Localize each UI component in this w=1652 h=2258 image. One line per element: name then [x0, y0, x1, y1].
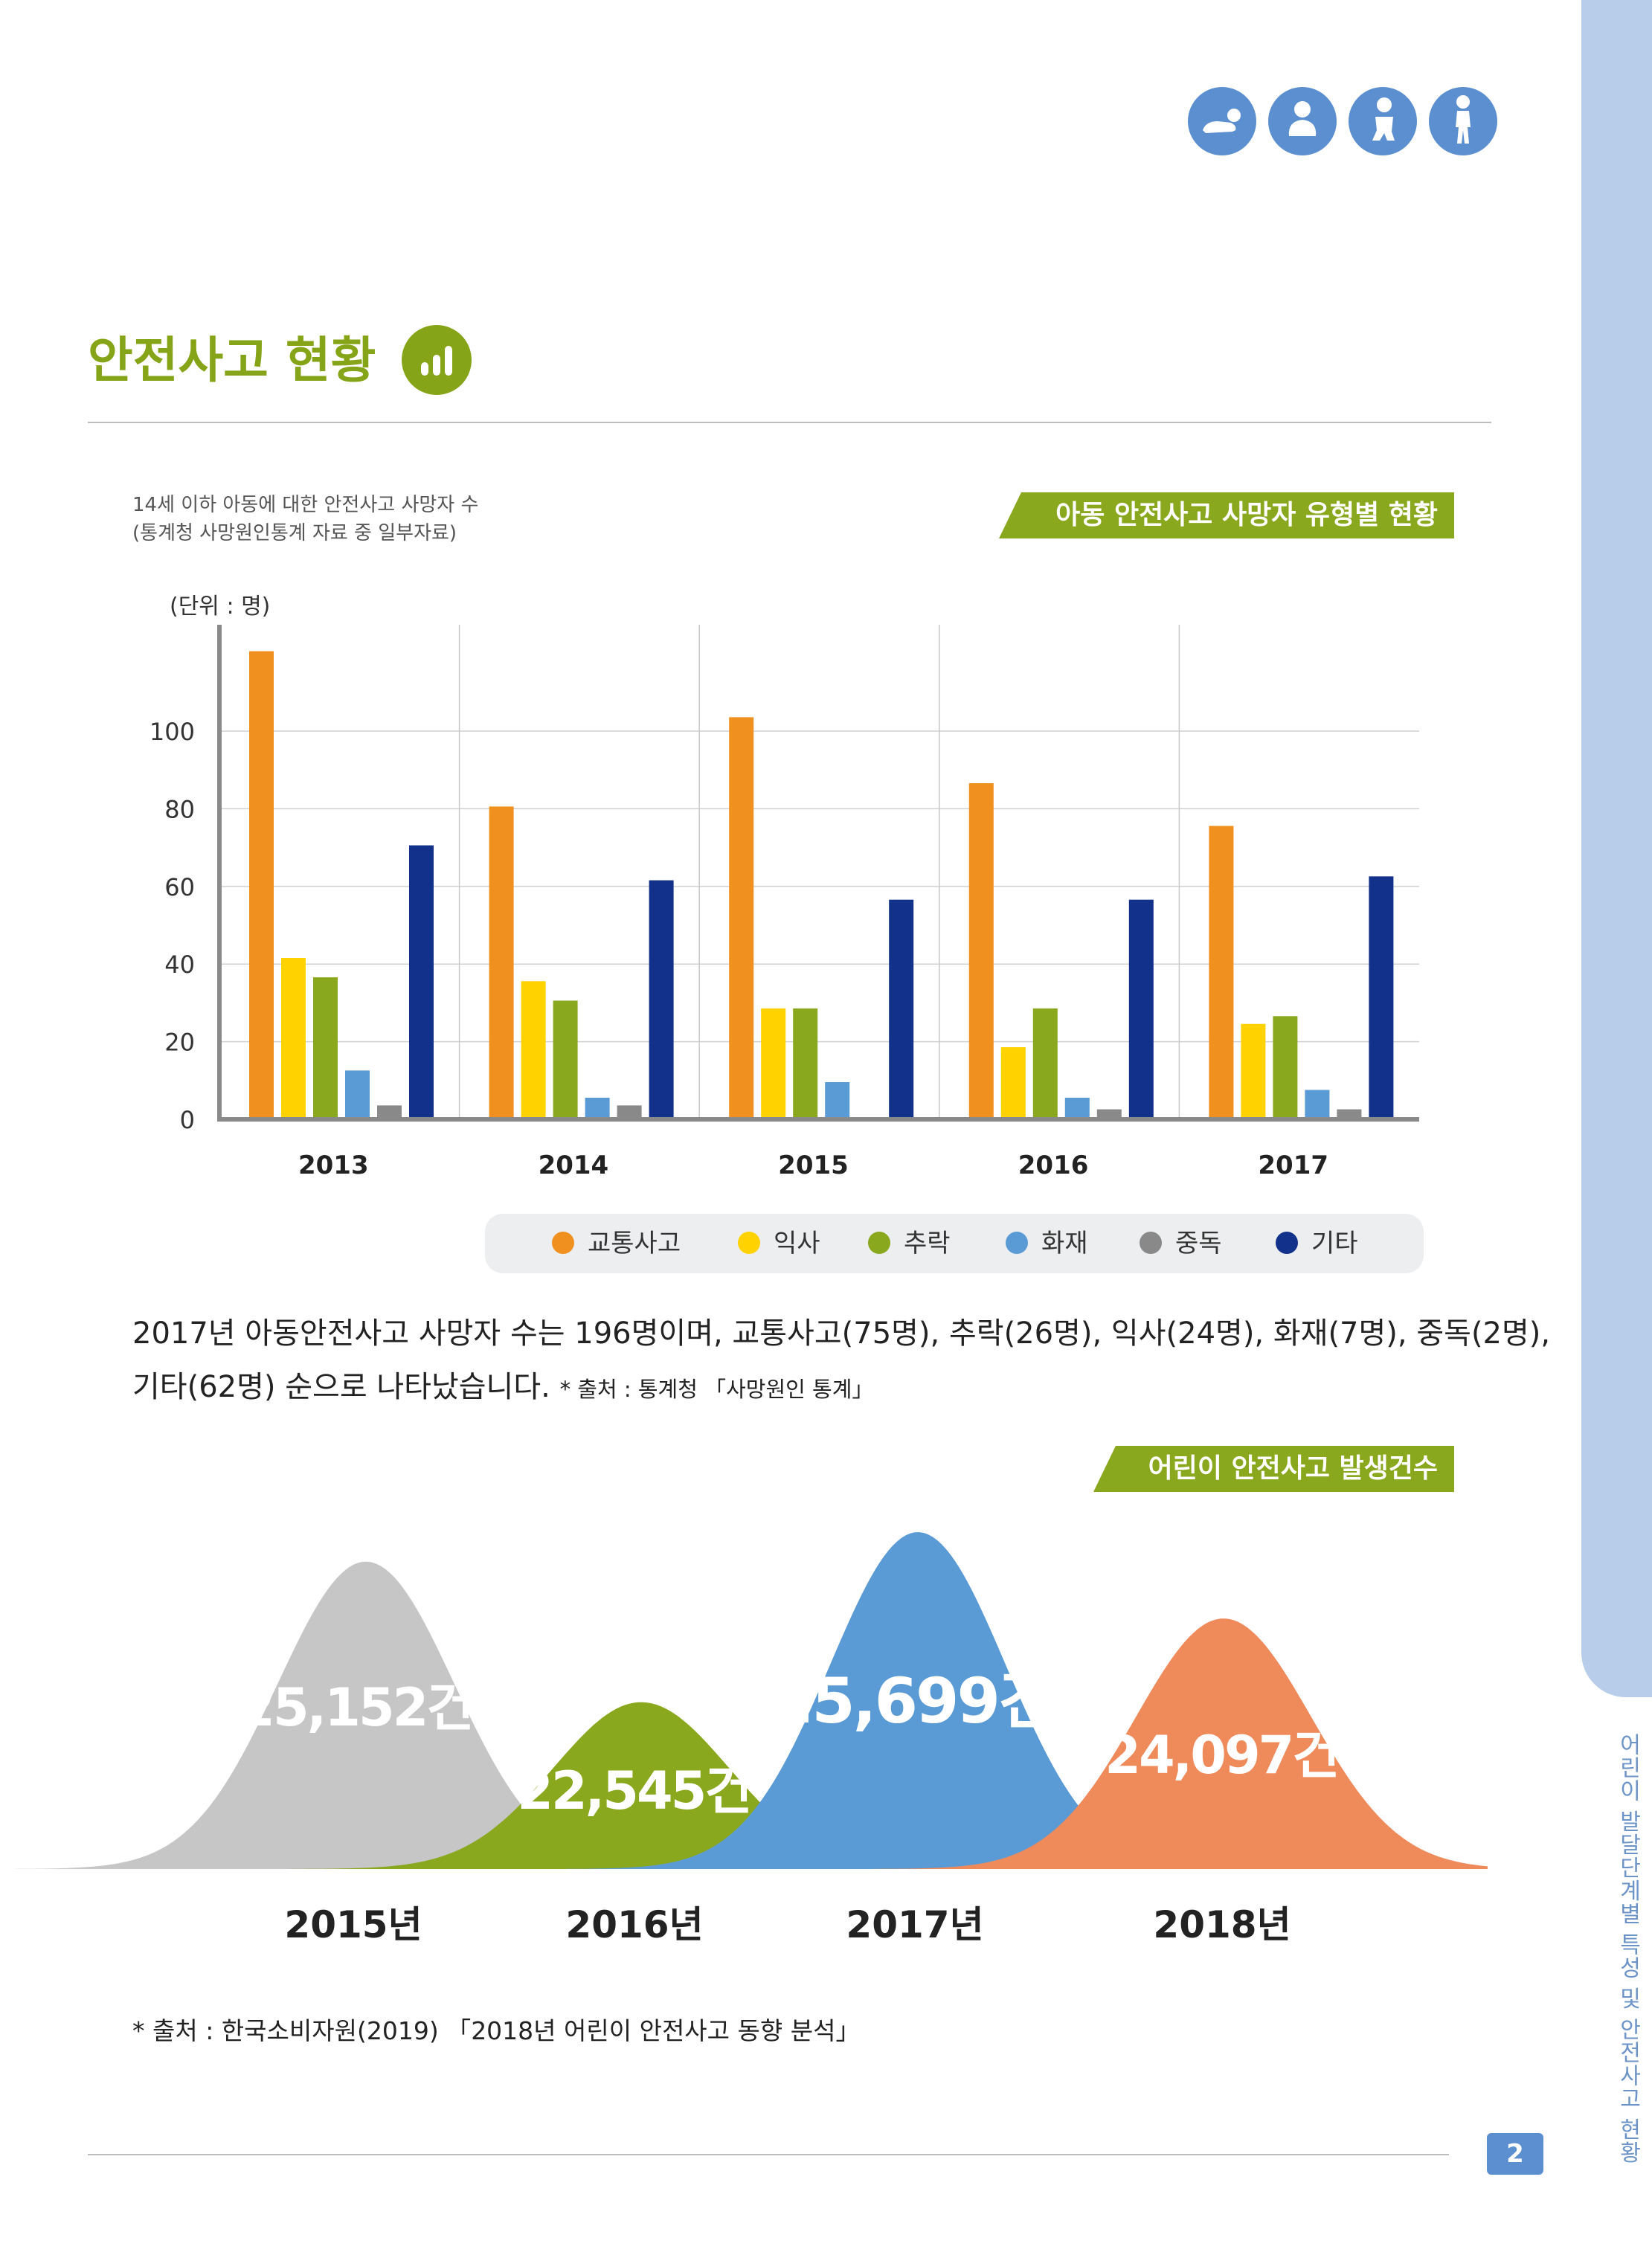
bar-chart-icon [402, 325, 472, 395]
bar-화재 [1064, 1097, 1090, 1117]
x-category-label: 2015 [778, 1151, 849, 1180]
summary-line2: 기타(62명) 순으로 나타났습니다. * 출처 : 통계청 「사망원인 통계」 [132, 1363, 1501, 1406]
value-label: 25,699건 [771, 1664, 1053, 1737]
x-category-label: 2016 [1018, 1151, 1089, 1180]
bar-중독 [1096, 1109, 1122, 1117]
legend-item: 기타 [1276, 1214, 1358, 1273]
death-bar-chart: 0 20 40 60 80 100 2013 2014 2015 2016 2017 [150, 625, 1419, 1180]
y-tick-label: 40 [164, 951, 195, 979]
legend-label: 교통사고 [588, 1229, 681, 1258]
bar-추락 [1032, 1008, 1058, 1117]
bar-추락 [313, 977, 338, 1117]
side-chapter-title: 어린이 발달단계별 특성 및 안전사고 현황 [1615, 1733, 1641, 2164]
legend-item: 중독 [1140, 1214, 1222, 1273]
year-label: 2017년 [846, 1903, 984, 1946]
bar-중독 [377, 1105, 402, 1117]
summary-source: * 출처 : 통계청 「사망원인 통계」 [559, 1377, 874, 1402]
legend-item: 교통사고 [552, 1214, 681, 1273]
legend-label: 추락 [904, 1229, 951, 1258]
legend-item: 익사 [738, 1214, 820, 1273]
y-tick-label: 100 [150, 718, 195, 746]
legend-label: 익사 [774, 1229, 820, 1258]
x-category-label: 2017 [1258, 1151, 1328, 1180]
bar-기타 [649, 880, 674, 1117]
bar-화재 [345, 1070, 370, 1117]
bar-익사 [761, 1008, 786, 1117]
bar-기타 [889, 899, 914, 1117]
bar-교통사고 [968, 783, 994, 1117]
chart1-banner: 아동 안전사고 사망자 유형별 현황 [999, 492, 1454, 538]
x-category-label: 2014 [539, 1151, 609, 1180]
summary-line1: 2017년 아동안전사고 사망자 수는 196명이며, 교통사고(75명), 추… [132, 1316, 1551, 1351]
legend-swatch [868, 1231, 890, 1254]
chart-note-line1: 14세 이하 아동에 대한 안전사고 사망자 수 [132, 494, 479, 516]
title-divider [88, 422, 1491, 423]
chart-unit: (단위 : 명) [170, 594, 271, 620]
year-label: 2018년 [1153, 1903, 1291, 1946]
y-tick-label: 0 [180, 1106, 195, 1134]
bar-화재 [1305, 1090, 1330, 1117]
y-tick-label: 80 [164, 795, 195, 823]
legend-swatch [1276, 1231, 1298, 1254]
chart-note-line2: (통계청 사망원인통계 자료 중 일부자료) [132, 522, 457, 544]
bell-2016년 [290, 1702, 992, 1869]
legend-label: 중독 [1175, 1229, 1222, 1258]
sitting-baby-icon [1268, 87, 1337, 155]
legend-item: 추락 [868, 1214, 951, 1273]
bar-익사 [281, 957, 306, 1117]
summary-line2-text: 기타(62명) 순으로 나타났습니다. [132, 1370, 550, 1404]
x-category-label: 2013 [298, 1151, 369, 1180]
year-label: 2015년 [284, 1903, 422, 1946]
legend-swatch [1140, 1231, 1162, 1254]
bar-기타 [1128, 899, 1154, 1117]
bar-익사 [1000, 1047, 1026, 1117]
legend-label: 화재 [1041, 1229, 1088, 1258]
year-label: 2016년 [565, 1903, 704, 1946]
walking-child-icon [1429, 87, 1497, 155]
section-title: 안전사고 현황 [88, 332, 376, 389]
bar-익사 [1241, 1023, 1266, 1117]
bar-교통사고 [489, 806, 514, 1117]
value-label: 22,545건 [517, 1760, 751, 1821]
bar-기타 [1369, 876, 1394, 1117]
footer-source: * 출처 : 한국소비자원(2019) 「2018년 어린이 안전사고 동향 분… [132, 2016, 861, 2045]
footer-divider [88, 2154, 1449, 2155]
chart2-banner: 어린이 안전사고 발생건수 [1093, 1446, 1454, 1492]
bar-추락 [1273, 1016, 1298, 1117]
bell-2017년 [567, 1532, 1269, 1869]
page-number: 2 [1487, 2133, 1543, 2175]
toddler-icon [1349, 87, 1417, 155]
chart-legend: 교통사고 익사 추락 화재 중독 기타 [485, 1214, 1424, 1273]
bar-추락 [553, 1000, 578, 1117]
bar-익사 [521, 981, 546, 1117]
bar-화재 [825, 1082, 850, 1117]
y-tick-label: 60 [164, 873, 195, 901]
bar-중독 [617, 1105, 642, 1117]
value-label: 25,152건 [239, 1677, 472, 1738]
bell-2018년 [872, 1618, 1488, 1869]
side-tab [1581, 0, 1652, 1697]
y-tick-label: 20 [164, 1029, 195, 1057]
accident-count-chart: 25,152건 22,545건 25,699건 24,097건 [15, 1532, 1488, 1869]
value-label: 24,097건 [1105, 1725, 1338, 1786]
bar-교통사고 [729, 717, 754, 1117]
bar-기타 [409, 845, 434, 1117]
bar-추락 [793, 1008, 818, 1117]
legend-swatch [1006, 1231, 1028, 1254]
bell-2015년 [15, 1561, 717, 1869]
legend-swatch [738, 1231, 760, 1254]
crawling-baby-icon [1188, 87, 1256, 155]
bar-교통사고 [1209, 826, 1234, 1117]
bar-중독 [1337, 1109, 1362, 1117]
bar-교통사고 [249, 651, 274, 1117]
legend-item: 화재 [1006, 1214, 1088, 1273]
accident-year-labels: 2015년 2016년 2017년 2018년 [0, 1895, 1488, 1955]
bar-화재 [585, 1097, 610, 1117]
legend-label: 기타 [1311, 1229, 1358, 1258]
legend-swatch [552, 1231, 574, 1254]
